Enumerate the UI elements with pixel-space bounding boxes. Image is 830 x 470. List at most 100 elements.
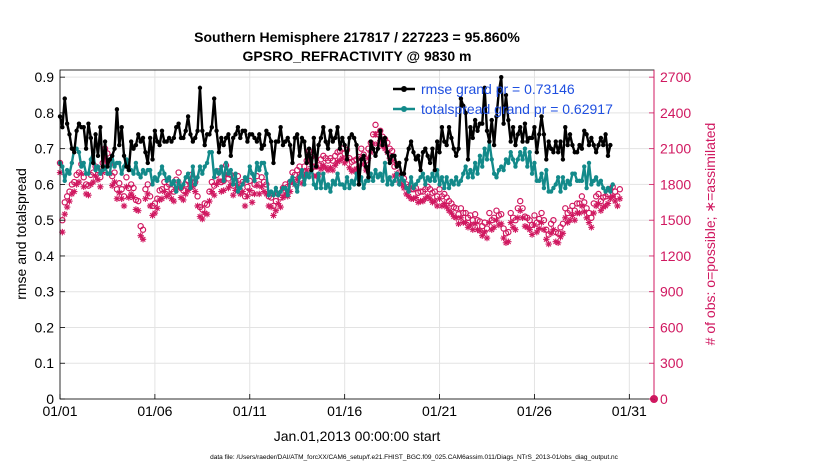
obs-assimilated-point <box>256 190 263 198</box>
obs-assimilated-point <box>289 178 296 186</box>
obs-assimilated-point <box>377 137 384 144</box>
rmse-series-point <box>442 139 447 144</box>
spread-series-point <box>93 167 98 173</box>
spread-series-point <box>610 182 615 187</box>
obs-assimilated-point <box>450 213 457 220</box>
spread-series-point <box>290 175 295 180</box>
spread-series-point <box>254 160 260 166</box>
y-tick-label-6: 0.6 <box>35 176 55 192</box>
obs-assimilated-point <box>600 203 607 211</box>
spread-series-point <box>515 157 521 162</box>
rmse-series-point <box>321 125 326 130</box>
spread-series-point <box>423 182 428 187</box>
spread-series-point <box>494 175 499 180</box>
obs-assimilated-point <box>590 209 597 217</box>
spread-series-point <box>482 146 487 151</box>
rmse-series-point <box>366 175 371 180</box>
obs-assimilated-point <box>260 188 268 195</box>
spread-series-point <box>200 171 205 176</box>
obs-assimilated-point <box>445 207 453 214</box>
obs-assimilated-point <box>339 155 346 162</box>
spread-series-point <box>508 150 513 155</box>
spread-series-point <box>394 171 400 176</box>
rmse-series-point <box>380 142 385 148</box>
spread-series-point <box>276 192 281 198</box>
rmse-series-point <box>574 150 580 155</box>
rmse-series-point <box>408 139 414 144</box>
rmse-series-point <box>539 114 544 119</box>
obs-assimilated-point <box>557 233 564 241</box>
obs-assimilated-point <box>403 190 410 198</box>
obs-possible-point <box>116 180 123 187</box>
rmse-series-point <box>164 139 169 144</box>
legend-spread-marker <box>401 106 407 112</box>
rmse-series-point <box>349 132 354 137</box>
obs-assimilated-point <box>246 187 253 194</box>
footer-data-file: data file: /Users/raeder/DAI/ATM_forcXX/… <box>210 454 619 461</box>
legend-spread-label: totalspread grand pr = 0.62917 <box>421 101 613 117</box>
rmse-series-point <box>558 139 563 144</box>
obs-assimilated-point <box>194 202 201 210</box>
obs-assimilated-point <box>391 172 398 180</box>
spread-series-point <box>273 185 279 191</box>
rmse-series-point <box>221 142 226 148</box>
spread-series-point <box>190 164 196 169</box>
obs-assimilated-point <box>151 209 159 217</box>
spread-series-point <box>285 192 290 198</box>
obs-assimilated-point <box>90 178 97 186</box>
rmse-series-point <box>482 85 487 91</box>
y-right-tick-label-6: 1800 <box>660 176 691 192</box>
rmse-series-point <box>285 135 290 141</box>
obs-assimilated-point <box>189 183 197 191</box>
spread-series-point <box>197 164 203 169</box>
spread-series-point <box>608 189 613 194</box>
obs-assimilated-point <box>609 193 616 200</box>
spread-series-point <box>458 178 464 184</box>
spread-series-point <box>328 189 333 194</box>
spread-series-point <box>522 146 528 151</box>
obs-assimilated-point <box>111 178 118 186</box>
rmse-series-point <box>230 135 236 141</box>
rmse-series-point <box>541 132 547 137</box>
rmse-series-point <box>532 125 537 130</box>
rmse-series-point <box>93 132 98 137</box>
spread-series-point <box>230 182 236 187</box>
obs-assimilated-point <box>294 176 301 183</box>
obs-possible-point <box>538 209 545 217</box>
spread-series-point <box>195 175 200 180</box>
rmse-series-point <box>105 164 110 169</box>
rmse-series-point <box>570 142 575 148</box>
spread-series-point <box>565 178 570 184</box>
spread-series-point <box>408 175 414 180</box>
spread-series-point <box>216 171 222 176</box>
obs-possible-point <box>517 197 524 205</box>
rmse-series-point <box>268 139 274 144</box>
obs-assimilated-point <box>443 203 450 211</box>
obs-assimilated-point <box>585 219 593 226</box>
obs-assimilated-point <box>566 216 574 224</box>
spread-series-point <box>69 160 75 166</box>
rmse-series-point <box>347 135 352 141</box>
spread-series-point <box>567 182 573 187</box>
obs-possible-point <box>130 184 137 192</box>
obs-assimilated-point <box>405 193 412 200</box>
rmse-series-point <box>359 157 364 162</box>
rmse-series-point <box>430 146 435 151</box>
rmse-series-point <box>209 125 215 130</box>
rmse-series-point <box>226 132 231 137</box>
spread-series-point <box>499 164 504 169</box>
rmse-series-point <box>598 135 604 141</box>
obs-assimilated-point <box>275 200 282 207</box>
spread-series-point <box>166 175 172 180</box>
rmse-series-point <box>309 167 314 173</box>
obs-possible-point <box>493 207 500 214</box>
rmse-series-point <box>290 160 295 166</box>
obs-assimilated-point <box>441 200 448 207</box>
obs-possible-point <box>559 220 567 227</box>
obs-assimilated-point <box>526 226 533 233</box>
rmse-series-point <box>131 146 136 151</box>
obs-assimilated-point <box>455 220 462 227</box>
x-tick-label-4: 01/21 <box>422 403 457 419</box>
rmse-series-point <box>100 164 105 169</box>
rmse-series-point <box>344 157 350 162</box>
